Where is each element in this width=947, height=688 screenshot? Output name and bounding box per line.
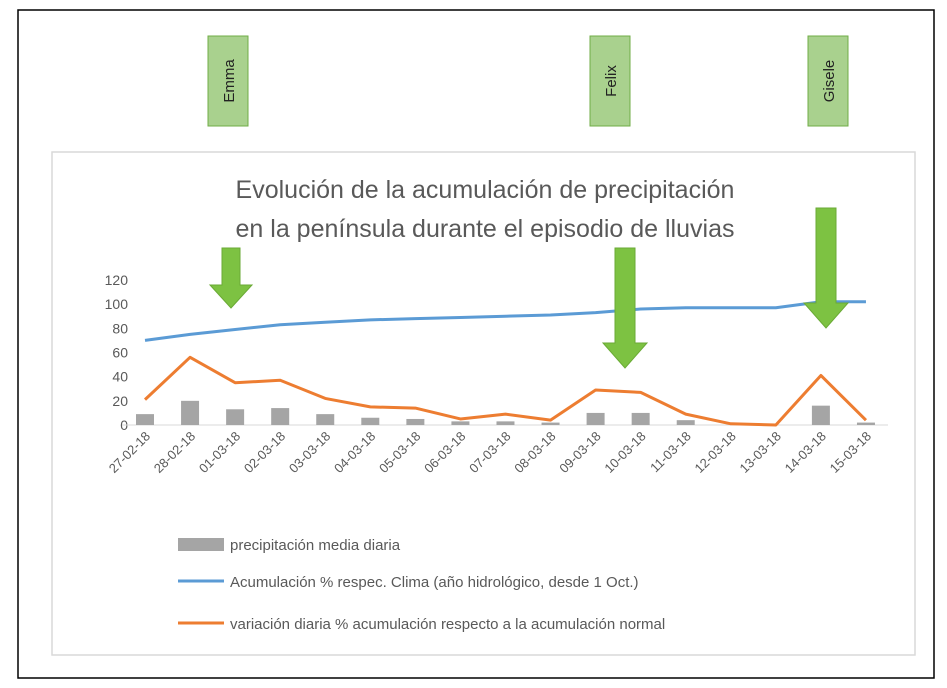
arrow xyxy=(601,247,649,369)
bar xyxy=(451,421,470,425)
legend-label: precipitación media diaria xyxy=(230,537,401,554)
y-tick-label: 20 xyxy=(112,393,128,409)
bar xyxy=(541,422,560,425)
bar xyxy=(361,417,380,425)
storm-labels: Emma Felix Gisele xyxy=(207,35,849,127)
bar xyxy=(811,405,830,425)
storm-label: Gisele xyxy=(821,60,838,103)
bar xyxy=(136,414,154,425)
arrow xyxy=(802,207,850,329)
bar xyxy=(316,414,335,425)
bar xyxy=(226,409,245,425)
arrow xyxy=(208,247,254,309)
legend-swatch xyxy=(178,538,224,551)
y-tick-label: 60 xyxy=(112,345,128,361)
y-tick-label: 80 xyxy=(112,320,128,336)
bar xyxy=(586,412,605,425)
storm-box xyxy=(207,35,249,127)
arrows xyxy=(208,207,850,369)
storm-label: Felix xyxy=(603,65,620,97)
storm-box xyxy=(807,35,849,127)
line xyxy=(144,300,866,342)
y-tick-label: 40 xyxy=(112,369,128,385)
bar xyxy=(181,400,200,425)
bar xyxy=(406,418,425,425)
chart-title: en la península durante el episodio de l… xyxy=(236,215,735,243)
legend-label: variación diaria % acumulación respecto … xyxy=(230,616,665,633)
bar xyxy=(271,408,290,425)
line xyxy=(143,355,868,427)
legend-label: Acumulación % respec. Clima (año hidroló… xyxy=(230,574,639,591)
storm-label: Emma xyxy=(221,59,238,103)
chart-title: Evolución de la acumulación de precipita… xyxy=(236,176,735,204)
y-tick-label: 100 xyxy=(105,296,129,312)
storm-box xyxy=(589,35,631,127)
y-tick-label: 120 xyxy=(105,272,129,288)
bar xyxy=(856,422,875,425)
bar xyxy=(496,421,515,425)
bar xyxy=(631,412,650,425)
bar xyxy=(676,420,695,425)
